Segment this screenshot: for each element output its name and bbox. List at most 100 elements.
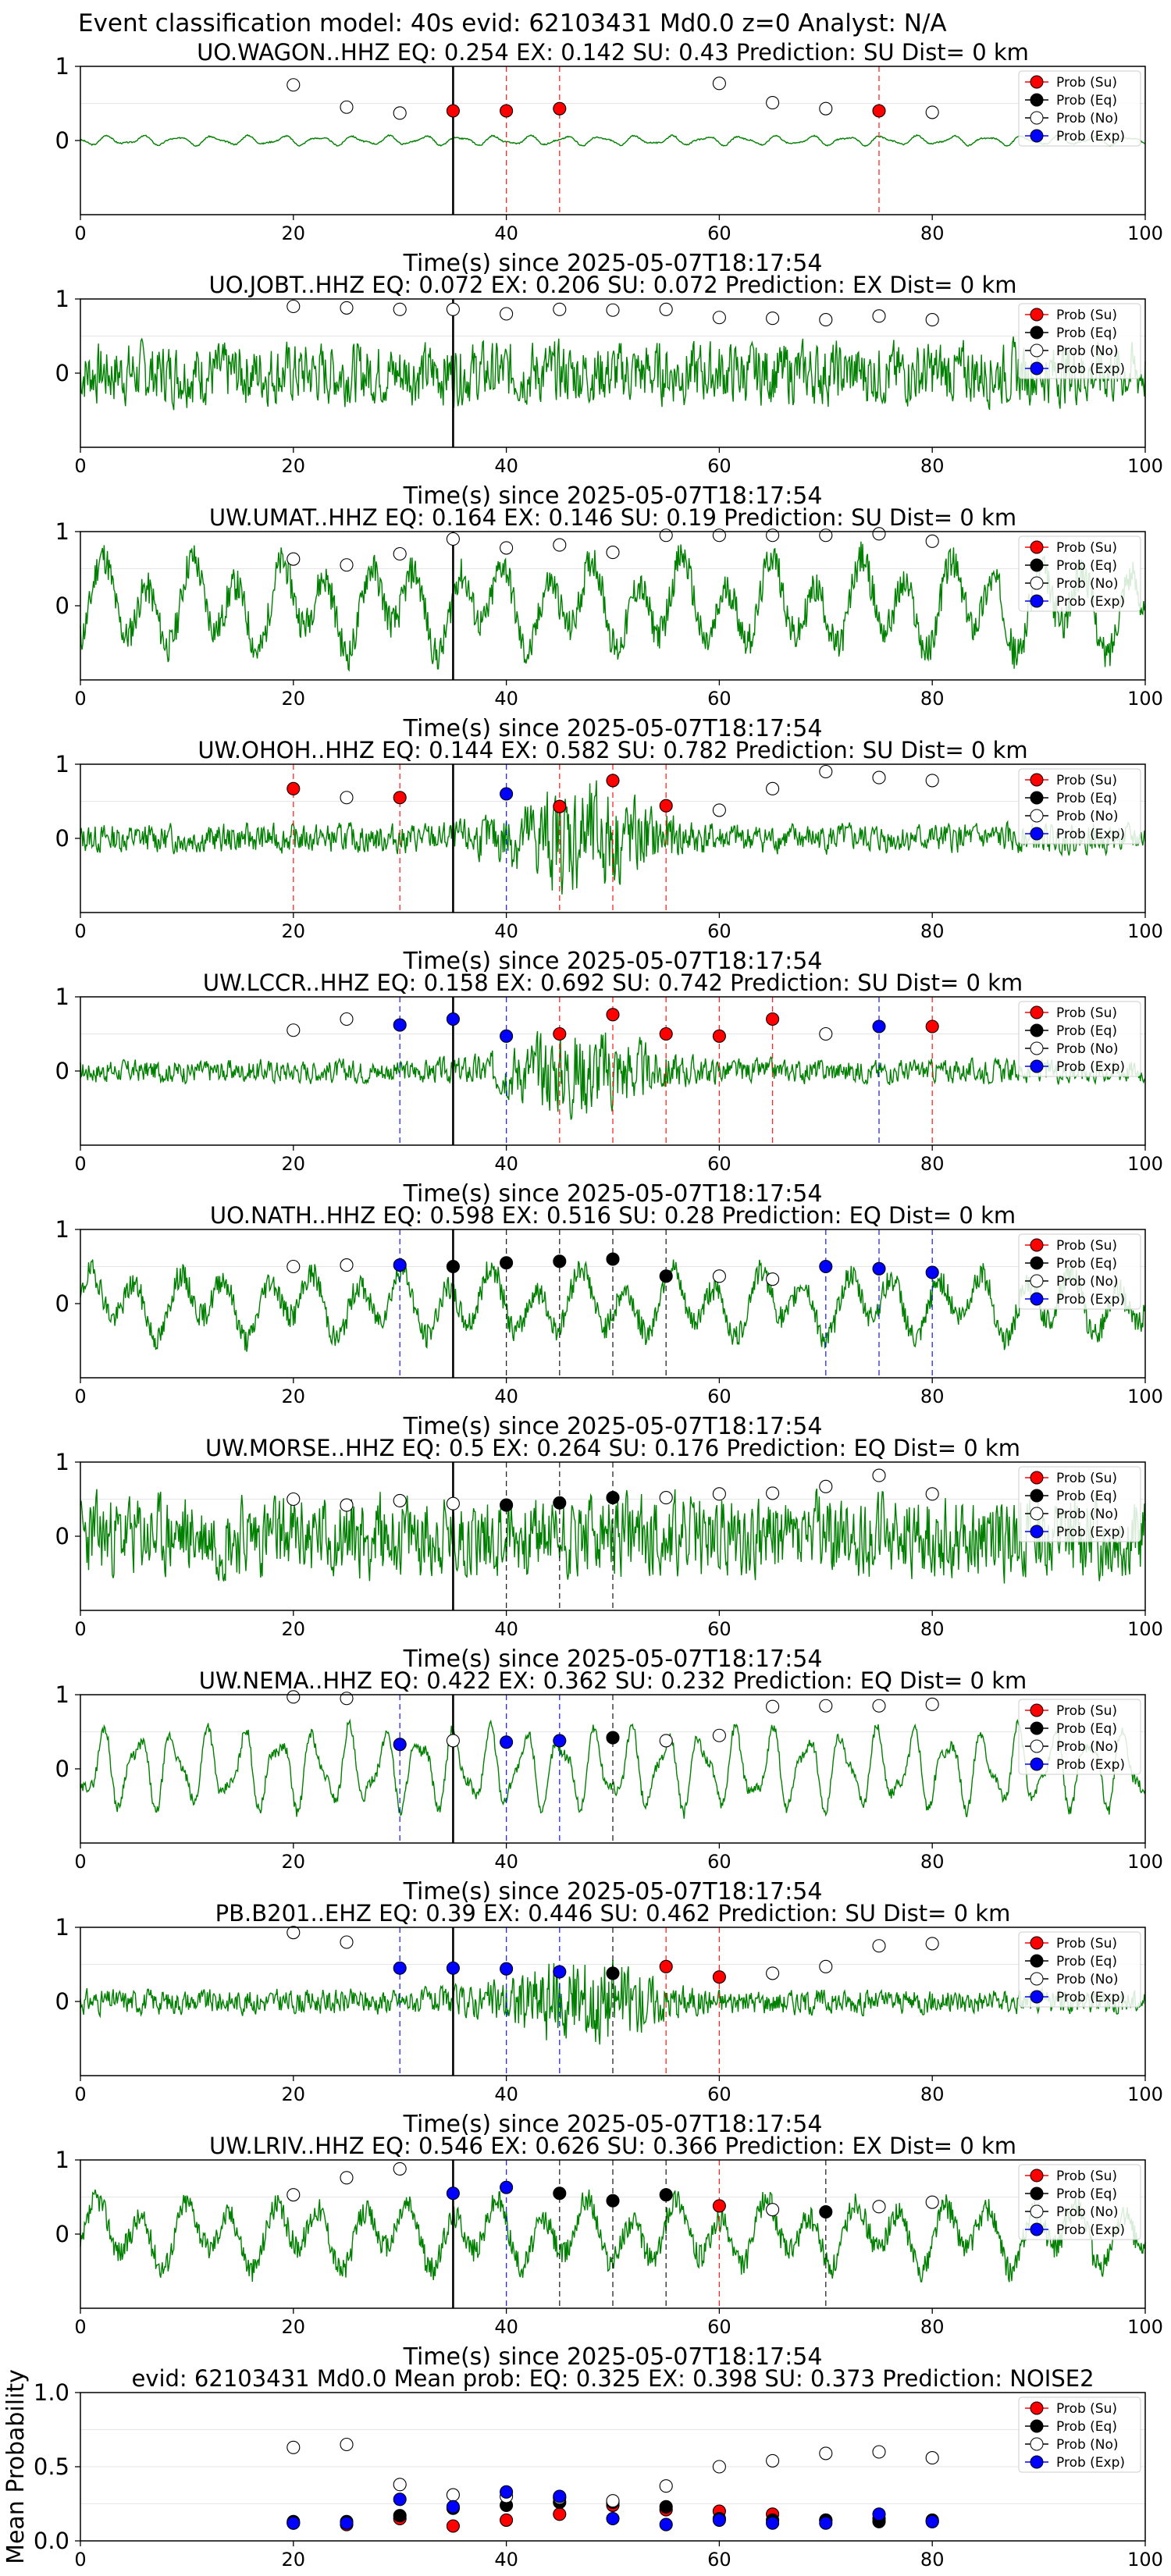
x-tick-label: 0: [74, 2083, 86, 2105]
prob-marker: [500, 787, 514, 801]
y-tick-label: 1: [55, 751, 69, 777]
prob-marker: [659, 799, 673, 813]
x-tick-label: 20: [282, 455, 306, 477]
legend-label: Prob (Eq): [1056, 93, 1117, 109]
prob-marker: [500, 2180, 514, 2194]
prob-marker: [446, 1259, 460, 1274]
y-tick-label: 1: [55, 1681, 69, 1708]
legend-marker: [1030, 1256, 1044, 1270]
prob-marker: [766, 528, 780, 543]
prob-marker: [766, 1966, 780, 1980]
y-tick-label: 0: [55, 592, 69, 619]
prob-marker: [925, 313, 939, 327]
y-tick-label: 1: [55, 2147, 69, 2173]
legend-marker: [1030, 2204, 1044, 2218]
legend-marker: [1030, 2222, 1044, 2236]
subplot-title: UW.MORSE..HHZ EQ: 0.5 EX: 0.264 SU: 0.17…: [205, 1435, 1020, 1461]
mean-prob-marker: [819, 2446, 833, 2460]
mean-prob-marker: [925, 2514, 939, 2528]
legend-box: [1018, 1233, 1141, 1310]
mean-prob-marker: [712, 2513, 726, 2527]
x-axis-label: Time(s) since 2025-05-07T18:17:54: [403, 715, 823, 742]
prob-marker: [819, 1026, 833, 1041]
prob-marker: [340, 301, 354, 315]
mean-prob-marker: [606, 2511, 620, 2526]
prob-marker: [500, 1735, 514, 1749]
prob-marker: [872, 1939, 886, 1953]
legend-marker: [1030, 540, 1044, 554]
x-tick-label: 20: [282, 688, 306, 710]
prob-marker: [712, 2199, 726, 2213]
x-tick-label: 40: [494, 1851, 518, 1873]
x-axis-label: Time(s) since 2025-05-07T18:17:54: [403, 1878, 823, 1905]
x-tick-label: 100: [1127, 2549, 1163, 2571]
prob-marker: [446, 1961, 460, 1975]
x-tick-label: 20: [282, 1386, 306, 1407]
legend-marker: [1030, 1990, 1044, 2004]
legend-label: Prob (No): [1056, 343, 1119, 359]
x-tick-label: 60: [707, 2083, 731, 2105]
prob-marker: [606, 546, 620, 560]
legend-label: Prob (Eq): [1056, 1023, 1117, 1039]
plot-frame: [80, 2159, 1146, 2309]
prob-marker: [819, 1699, 833, 1713]
legend-marker: [1030, 1507, 1044, 1521]
x-tick-label: 100: [1127, 1386, 1163, 1407]
prob-marker: [393, 791, 407, 805]
prob-marker: [393, 1493, 407, 1507]
legend-marker: [1030, 2437, 1044, 2451]
legend-label: Prob (No): [1056, 2437, 1119, 2453]
legend-marker: [1030, 791, 1044, 805]
prob-marker: [819, 1479, 833, 1493]
x-tick-label: 80: [920, 1618, 945, 1640]
prob-marker: [606, 1731, 620, 1745]
prob-marker: [819, 2204, 833, 2219]
legend-label: Prob (No): [1056, 1739, 1119, 1755]
prob-marker: [446, 1734, 460, 1748]
legend-label: Prob (Exp): [1056, 1525, 1125, 1540]
x-tick-label: 40: [494, 688, 518, 710]
prob-marker: [659, 1491, 673, 1505]
mean-prob-marker: [766, 2453, 780, 2467]
plot-frame: [80, 996, 1146, 1146]
prob-marker: [287, 299, 301, 314]
x-tick-label: 60: [707, 1618, 731, 1640]
plot-frame: [80, 1229, 1146, 1379]
prob-marker: [925, 1487, 939, 1501]
x-tick-label: 0: [74, 2549, 86, 2571]
legend-box: [1018, 768, 1141, 845]
legend-marker: [1030, 773, 1044, 787]
y-tick-label: 0: [55, 1058, 69, 1084]
x-tick-label: 0: [74, 1618, 86, 1640]
mean-prob-marker: [712, 2460, 726, 2474]
legend-label: Prob (Su): [1056, 773, 1117, 788]
prob-marker: [872, 1019, 886, 1034]
legend-marker: [1030, 1954, 1044, 1968]
x-tick-label: 40: [494, 222, 518, 244]
prob-marker: [766, 96, 780, 110]
legend-marker: [1030, 343, 1044, 358]
legend-marker: [1030, 1489, 1044, 1503]
legend-marker: [1030, 558, 1044, 572]
prob-marker: [287, 1690, 301, 1704]
prob-marker: [712, 311, 726, 325]
prob-marker: [393, 1018, 407, 1032]
plot-frame: [80, 2392, 1146, 2542]
legend-label: Prob (Exp): [1056, 2222, 1125, 2238]
figure-title: Event classification model: 40s evid: 62…: [78, 9, 947, 37]
legend-marker: [1030, 1005, 1044, 1019]
legend-label: Prob (Exp): [1056, 1292, 1125, 1308]
subplot-4: UW.OHOH..HHZ EQ: 0.144 EX: 0.582 SU: 0.7…: [55, 737, 1163, 975]
prob-marker: [872, 2200, 886, 2214]
x-tick-label: 100: [1127, 2316, 1163, 2338]
x-tick-label: 0: [74, 1386, 86, 1407]
subplot-title: evid: 62103431 Md0.0 Mean prob: EQ: 0.32…: [131, 2365, 1094, 2392]
plot-frame: [80, 66, 1146, 215]
legend-marker: [1030, 1238, 1044, 1252]
legend-marker: [1030, 1703, 1044, 1717]
prob-marker: [287, 78, 301, 92]
y-tick-label: 0: [55, 1756, 69, 1782]
x-tick-label: 100: [1127, 1851, 1163, 1873]
subplot-title: UW.OHOH..HHZ EQ: 0.144 EX: 0.582 SU: 0.7…: [198, 737, 1027, 763]
